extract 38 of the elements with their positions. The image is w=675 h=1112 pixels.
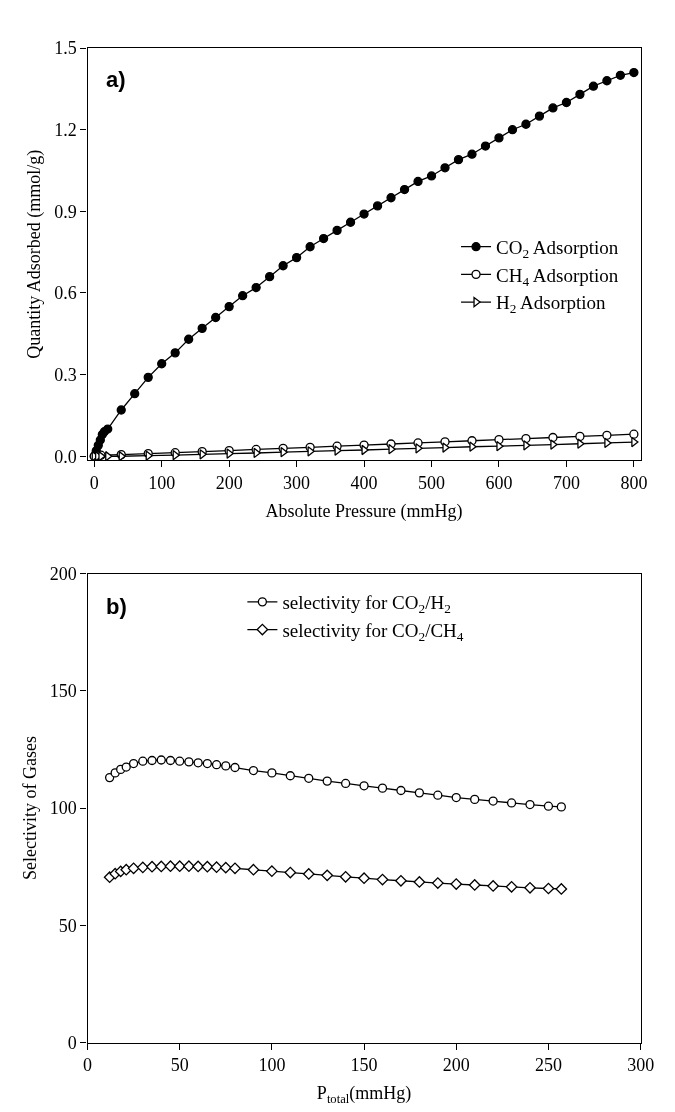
x-tick-label: 200 bbox=[442, 1055, 470, 1076]
x-tick-label: 250 bbox=[534, 1055, 562, 1076]
y-axis-title: Selectivity of Gases bbox=[19, 736, 40, 881]
legend-label: selectivity for CO$_{2}$/CH$_{4}$ bbox=[282, 619, 464, 644]
x-axis-title: Absolute Pressure (mmHg) bbox=[265, 501, 463, 523]
x-tick-label: 200 bbox=[215, 473, 243, 494]
x-tick-label: 400 bbox=[350, 473, 378, 494]
x-tick-label: 300 bbox=[627, 1055, 655, 1076]
y-tick-label: 50 bbox=[58, 915, 77, 936]
y-tick-label: 0.9 bbox=[54, 201, 77, 222]
x-tick-label: 300 bbox=[283, 473, 311, 494]
y-tick-label: 1.2 bbox=[54, 120, 77, 141]
annotation: b) bbox=[106, 594, 127, 619]
x-tick-label: 800 bbox=[620, 473, 648, 494]
x-axis-title: P$_{total}$(mmHg) bbox=[316, 1083, 412, 1107]
y-axis-title: Quantity Adsorbed (mmol/g) bbox=[24, 149, 46, 359]
x-tick-label: 100 bbox=[258, 1055, 286, 1076]
x-tick-label: 0 bbox=[89, 473, 99, 494]
x-tick-label: 700 bbox=[552, 473, 580, 494]
y-tick-label: 0 bbox=[67, 1032, 77, 1053]
y-tick-label: 0.3 bbox=[54, 364, 77, 385]
x-tick-label: 0 bbox=[83, 1055, 92, 1076]
x-tick-label: 600 bbox=[485, 473, 513, 494]
y-tick-label: 150 bbox=[49, 681, 77, 702]
annotation: a) bbox=[106, 67, 126, 92]
y-tick-label: 1.5 bbox=[54, 38, 77, 59]
y-tick-label: 0.6 bbox=[54, 283, 77, 304]
legend-label: selectivity for CO$_{2}$/H$_{2}$ bbox=[282, 592, 451, 617]
legend-label: H$_{2}$ Adsorption bbox=[496, 292, 607, 317]
y-tick-label: 200 bbox=[49, 563, 77, 584]
x-tick-label: 150 bbox=[350, 1055, 378, 1076]
legend-label: CH$_{4}$ Adsorption bbox=[496, 264, 619, 289]
x-tick-label: 50 bbox=[170, 1055, 189, 1076]
y-tick-label: 0.0 bbox=[54, 446, 77, 467]
x-tick-label: 500 bbox=[418, 473, 446, 494]
x-tick-label: 100 bbox=[148, 473, 176, 494]
legend-label: CO$_{2}$ Adsorption bbox=[496, 237, 619, 262]
y-tick-label: 100 bbox=[49, 798, 77, 819]
